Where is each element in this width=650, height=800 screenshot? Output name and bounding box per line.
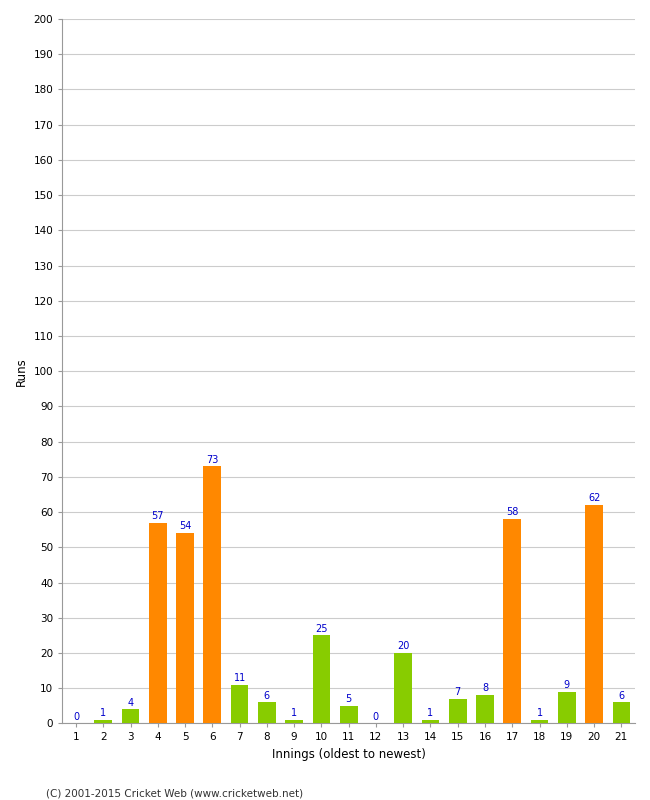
Text: 1: 1 <box>291 708 297 718</box>
Text: 25: 25 <box>315 624 328 634</box>
Text: 0: 0 <box>73 712 79 722</box>
Bar <box>313 635 330 723</box>
Bar <box>558 692 576 723</box>
Text: 1: 1 <box>100 708 107 718</box>
Text: 58: 58 <box>506 507 519 518</box>
Bar <box>612 702 630 723</box>
Bar <box>585 505 603 723</box>
Text: 1: 1 <box>536 708 543 718</box>
X-axis label: Innings (oldest to newest): Innings (oldest to newest) <box>272 748 426 761</box>
Bar <box>285 720 303 723</box>
Y-axis label: Runs: Runs <box>15 357 28 386</box>
Bar <box>122 710 139 723</box>
Bar <box>422 720 439 723</box>
Bar <box>149 522 166 723</box>
Text: 8: 8 <box>482 683 488 694</box>
Bar <box>231 685 248 723</box>
Bar <box>476 695 494 723</box>
Text: 9: 9 <box>564 680 570 690</box>
Text: 7: 7 <box>454 687 461 697</box>
Bar <box>94 720 112 723</box>
Bar <box>530 720 549 723</box>
Bar <box>203 466 221 723</box>
Bar <box>503 519 521 723</box>
Text: 6: 6 <box>264 690 270 701</box>
Text: 6: 6 <box>618 690 625 701</box>
Text: 20: 20 <box>397 642 410 651</box>
Text: 1: 1 <box>428 708 434 718</box>
Text: (C) 2001-2015 Cricket Web (www.cricketweb.net): (C) 2001-2015 Cricket Web (www.cricketwe… <box>46 788 303 798</box>
Text: 5: 5 <box>346 694 352 704</box>
Text: 4: 4 <box>127 698 133 707</box>
Text: 11: 11 <box>233 673 246 683</box>
Bar <box>258 702 276 723</box>
Bar <box>395 653 412 723</box>
Text: 57: 57 <box>151 511 164 521</box>
Bar <box>176 534 194 723</box>
Text: 62: 62 <box>588 494 601 503</box>
Text: 54: 54 <box>179 522 191 531</box>
Bar <box>340 706 358 723</box>
Text: 73: 73 <box>206 454 218 465</box>
Text: 0: 0 <box>373 712 379 722</box>
Bar <box>449 698 467 723</box>
